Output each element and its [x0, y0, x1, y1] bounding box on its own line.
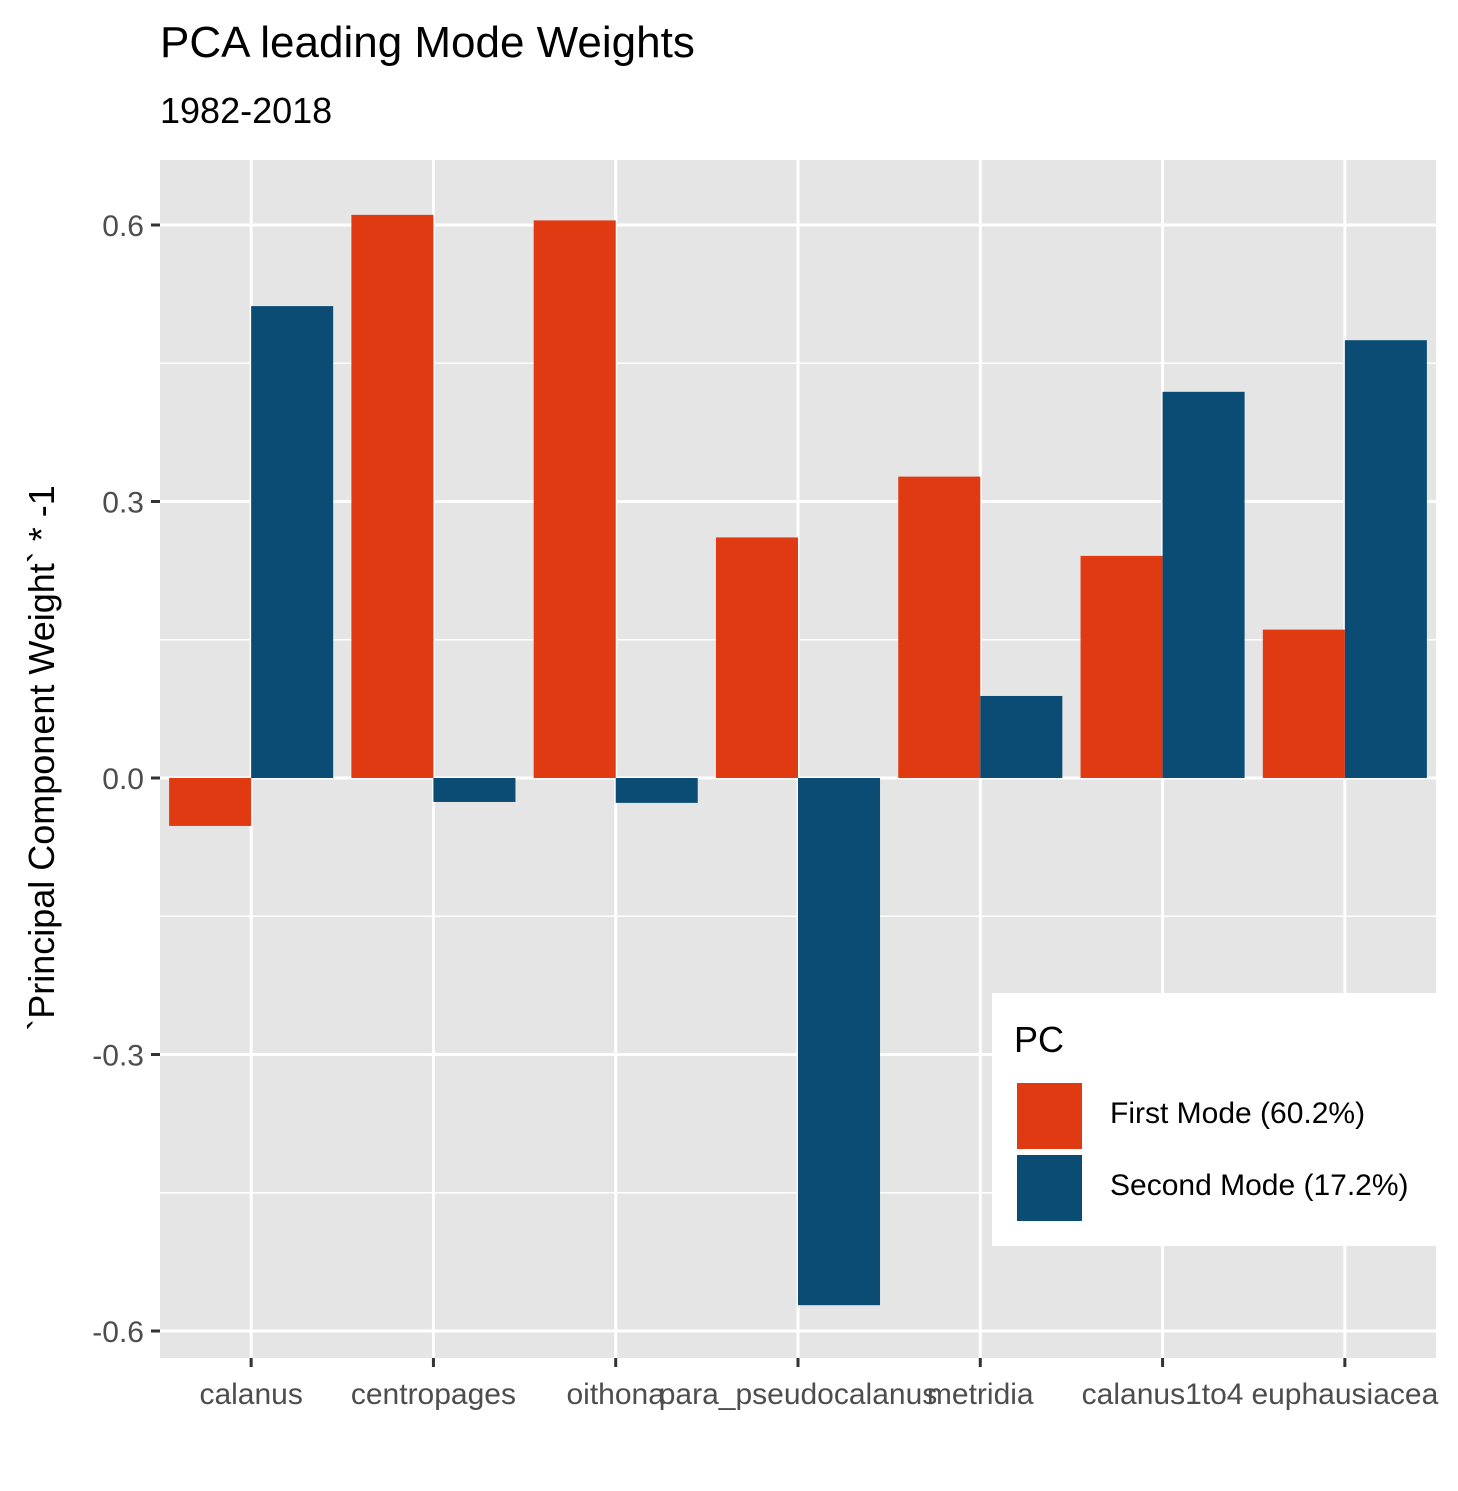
- bar-second-mode-calanus1to4: [1162, 391, 1245, 778]
- bar-second-mode-oithona: [615, 778, 698, 803]
- bar-second-mode-metridia: [980, 695, 1063, 778]
- bar-first-mode-euphausiacea: [1262, 629, 1345, 778]
- chart-title: PCA leading Mode Weights: [160, 18, 695, 67]
- x-tick-label: centropages: [351, 1378, 516, 1411]
- y-tick-label: -0.3: [92, 1040, 144, 1073]
- y-tick-label: 0.3: [102, 487, 144, 520]
- bar-first-mode-oithona: [533, 220, 616, 778]
- y-tick-label: -0.6: [92, 1316, 144, 1349]
- bar-second-mode-euphausiacea: [1344, 340, 1427, 778]
- legend: PC First Mode (60.2%) Second Mode (17.2%…: [992, 993, 1458, 1246]
- legend-title: PC: [1014, 1019, 1065, 1060]
- bar-second-mode-calanus: [251, 306, 334, 778]
- legend-key-second-mode: [1017, 1155, 1082, 1221]
- bar-first-mode-para_pseudocalanus: [715, 537, 798, 778]
- bar-first-mode-centropages: [351, 214, 434, 778]
- x-tick-label: para_pseudocalanus: [659, 1378, 938, 1411]
- x-tick-label: metridia: [927, 1378, 1034, 1411]
- y-tick-label: 0.0: [102, 763, 144, 796]
- bar-first-mode-calanus: [169, 778, 252, 826]
- bar-first-mode-calanus1to4: [1080, 555, 1163, 778]
- chart-subtitle: 1982-2018: [160, 90, 333, 131]
- bar-second-mode-para_pseudocalanus: [798, 778, 881, 1306]
- y-tick-label: 0.6: [102, 210, 144, 243]
- x-tick-label: oithona: [566, 1378, 665, 1411]
- bar-first-mode-metridia: [898, 476, 981, 778]
- legend-key-first-mode: [1017, 1083, 1082, 1149]
- legend-label-first-mode: First Mode (60.2%): [1110, 1097, 1366, 1130]
- y-axis-label: `Principal Component Weight` * -1: [21, 485, 62, 1031]
- x-tick-label: calanus: [199, 1378, 302, 1411]
- legend-label-second-mode: Second Mode (17.2%): [1110, 1169, 1409, 1202]
- x-tick-label: calanus1to4: [1082, 1378, 1244, 1411]
- bar-second-mode-centropages: [433, 778, 516, 802]
- x-tick-label: euphausiacea: [1251, 1378, 1438, 1411]
